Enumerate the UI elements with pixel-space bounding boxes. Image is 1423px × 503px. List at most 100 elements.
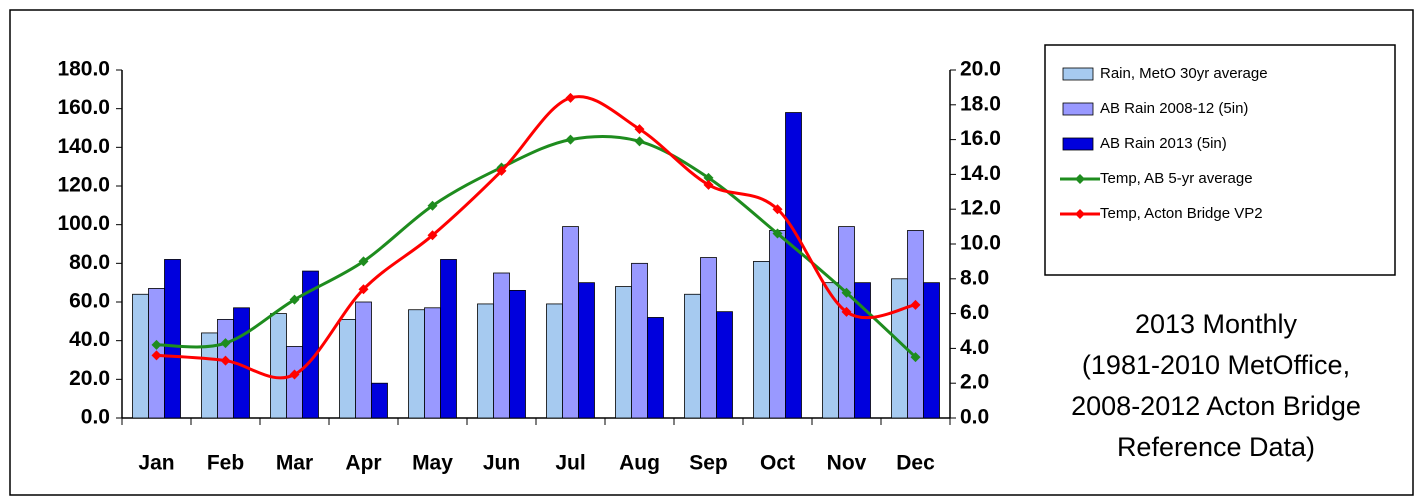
legend-swatch — [1062, 102, 1094, 116]
point — [841, 287, 852, 298]
legend-label: Temp, Acton Bridge VP2 — [1100, 205, 1263, 222]
bar — [615, 286, 632, 419]
legend-label: Temp, AB 5-yr average — [1100, 170, 1253, 187]
bar — [302, 270, 319, 419]
point — [703, 172, 714, 183]
y-tick-label: 20.0 — [69, 367, 110, 390]
bar — [578, 282, 595, 419]
y2-tick-label: 14.0 — [960, 162, 1001, 185]
y-tick-label: 0.0 — [81, 406, 110, 429]
point — [772, 228, 783, 239]
bar — [270, 313, 287, 419]
point — [427, 200, 438, 211]
x-tick-label: Dec — [896, 452, 935, 475]
y2-tick-label: 2.0 — [960, 371, 989, 394]
point — [772, 204, 783, 215]
bar — [700, 257, 717, 419]
legend-box — [1044, 44, 1396, 276]
bar — [923, 282, 940, 419]
y-tick-label: 140.0 — [57, 135, 110, 158]
point — [151, 339, 162, 350]
x-tick-label: Jul — [555, 452, 585, 475]
point — [841, 306, 852, 317]
y2-tick-label: 0.0 — [960, 406, 989, 429]
y2-tick-label: 8.0 — [960, 266, 989, 289]
x-tick-label: Apr — [345, 452, 381, 475]
annotation: (1981-2010 MetOffice, — [1082, 350, 1350, 380]
x-tick-label: May — [412, 452, 453, 475]
bar — [716, 311, 733, 419]
bar — [371, 382, 388, 419]
bar — [509, 289, 526, 419]
bar — [286, 346, 303, 419]
x-tick-label: Nov — [827, 452, 867, 475]
bar — [339, 318, 356, 419]
point — [289, 369, 300, 380]
legend-marker — [1075, 174, 1085, 184]
bar — [217, 318, 234, 419]
bar — [546, 303, 563, 419]
y2-tick-label: 12.0 — [960, 197, 1001, 220]
y2-tick-label: 6.0 — [960, 301, 989, 324]
bar — [424, 307, 441, 419]
x-tick-label: Aug — [619, 452, 660, 475]
point — [565, 134, 576, 145]
point — [358, 284, 369, 295]
y2-tick-label: 4.0 — [960, 336, 989, 359]
x-tick-label: Feb — [207, 452, 244, 475]
point — [703, 179, 714, 190]
bar — [769, 230, 786, 419]
annotation: Reference Data) — [1117, 432, 1315, 462]
point — [358, 256, 369, 267]
bar — [838, 226, 855, 419]
y-tick-label: 100.0 — [57, 212, 110, 235]
line — [156, 134, 917, 359]
y-tick-label: 60.0 — [69, 290, 110, 313]
bar — [493, 272, 510, 419]
point — [220, 338, 231, 349]
bar — [631, 262, 648, 419]
point — [634, 124, 645, 135]
bar — [647, 317, 664, 419]
y2-tick-label: 10.0 — [960, 232, 1001, 255]
bar — [753, 260, 770, 419]
point — [634, 136, 645, 147]
y-tick-label: 160.0 — [57, 96, 110, 119]
bar — [164, 259, 181, 419]
point — [496, 165, 507, 176]
point — [910, 352, 921, 363]
bar — [355, 301, 372, 419]
x-tick-label: Mar — [276, 452, 313, 475]
x-tick-label: Sep — [689, 452, 728, 475]
y-tick-label: 180.0 — [57, 58, 110, 81]
point — [289, 294, 300, 305]
x-tick-label: Jun — [483, 452, 520, 475]
bar — [408, 309, 425, 419]
y2-tick-label: 16.0 — [960, 127, 1001, 150]
bar — [562, 226, 579, 419]
legend-swatch — [1062, 137, 1094, 151]
annotation: 2008-2012 Acton Bridge — [1071, 391, 1361, 421]
legend-swatch — [1062, 67, 1094, 81]
bar — [477, 303, 494, 419]
y2-tick-label: 20.0 — [960, 58, 1001, 81]
point — [427, 230, 438, 241]
point — [220, 355, 231, 366]
bar — [440, 259, 457, 419]
y-tick-label: 80.0 — [69, 251, 110, 274]
y-tick-label: 40.0 — [69, 328, 110, 351]
legend-label: AB Rain 2008-12 (5in) — [1100, 100, 1248, 117]
bar — [785, 112, 802, 419]
legend-marker — [1075, 209, 1085, 219]
bar — [907, 230, 924, 419]
point — [565, 92, 576, 103]
bar — [132, 293, 149, 419]
bar — [684, 293, 701, 419]
x-tick-label: Oct — [760, 452, 795, 475]
y-tick-label: 120.0 — [57, 174, 110, 197]
point — [910, 299, 921, 310]
legend-label: Rain, MetO 30yr average — [1100, 65, 1268, 82]
annotation: 2013 Monthly — [1135, 309, 1298, 339]
legend-label: AB Rain 2013 (5in) — [1100, 135, 1227, 152]
